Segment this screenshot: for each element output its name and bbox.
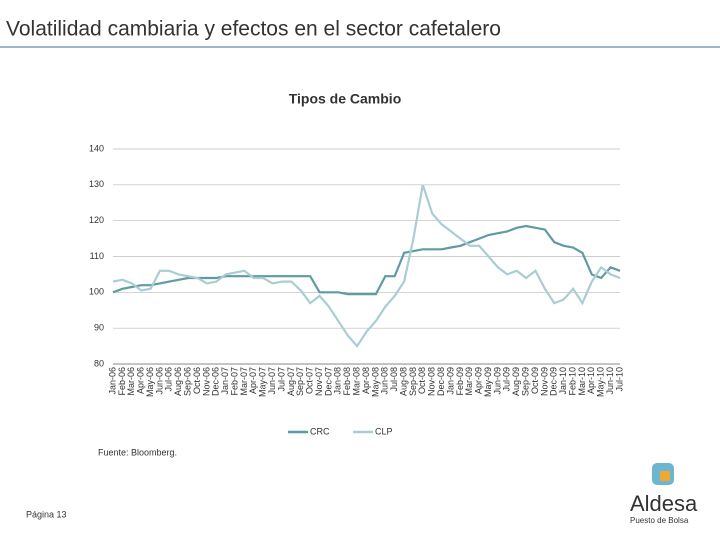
legend-label: CRC xyxy=(310,426,330,436)
slide-title: Volatilidad cambiaria y efectos en el se… xyxy=(6,18,501,41)
x-tick-label: Feb-10 xyxy=(567,367,577,396)
x-tick-label: Sep-08 xyxy=(408,367,418,396)
y-tick-label: 110 xyxy=(90,251,104,261)
series-line xyxy=(112,184,621,348)
y-tick-label: 90 xyxy=(94,323,104,333)
logo-name: Aldesa xyxy=(630,491,698,516)
x-tick-label: Jul-07 xyxy=(276,367,286,392)
x-tick-label: Jun-06 xyxy=(154,367,164,395)
x-tick-label: Nov-08 xyxy=(427,367,437,396)
x-tick-label: Jan-06 xyxy=(107,367,117,395)
x-tick-label: May-10 xyxy=(596,367,606,397)
x-tick-label: Jan-09 xyxy=(445,367,455,395)
x-tick-label: Jul-08 xyxy=(389,367,399,392)
x-tick-label: Mar-07 xyxy=(239,367,249,396)
x-tick-label: Oct-07 xyxy=(305,367,315,394)
logo: Aldesa Puesto de Bolsa xyxy=(630,463,698,525)
x-tick-label: May-09 xyxy=(483,367,493,397)
x-tick-label: Jun-09 xyxy=(492,367,502,395)
x-tick-label: Nov-07 xyxy=(314,367,324,396)
x-tick-label: Jul-06 xyxy=(164,367,174,392)
x-tick-label: Feb-08 xyxy=(342,367,352,396)
x-tick-label: Sep-07 xyxy=(295,367,305,396)
y-tick-label: 80 xyxy=(94,358,104,368)
x-tick-label: Jan-07 xyxy=(220,367,230,395)
x-tick-label: Aug-08 xyxy=(398,367,408,396)
x-tick-label: May-07 xyxy=(258,367,268,397)
logo-icon-dot xyxy=(660,471,670,481)
x-tick-label: Jul-10 xyxy=(614,367,624,392)
x-tick-label: Mar-10 xyxy=(577,367,587,396)
x-tick-label: May-08 xyxy=(370,367,380,397)
y-tick-label: 120 xyxy=(89,215,104,225)
x-tick-label: Apr-08 xyxy=(361,367,371,394)
x-tick-label: Oct-08 xyxy=(417,367,427,394)
x-tick-label: Feb-07 xyxy=(229,367,239,396)
x-tick-label: Jan-08 xyxy=(333,367,343,395)
series-line xyxy=(112,224,621,296)
x-tick-label: Aug-09 xyxy=(511,367,521,396)
x-tick-label: Dec-06 xyxy=(211,367,221,396)
x-tick-label: Mar-06 xyxy=(126,367,136,396)
x-tick-label: Dec-09 xyxy=(549,367,559,396)
x-tick-label: Aug-06 xyxy=(173,367,183,396)
y-tick-label: 140 xyxy=(89,143,104,153)
legend-label: CLP xyxy=(375,426,393,436)
x-tick-label: Jan-10 xyxy=(558,367,568,395)
x-tick-label: Feb-09 xyxy=(455,367,465,396)
x-tick-label: Jul-09 xyxy=(502,367,512,392)
y-tick-label: 130 xyxy=(89,179,104,189)
x-tick-label: Mar-09 xyxy=(464,367,474,396)
x-tick-label: Dec-07 xyxy=(323,367,333,396)
x-tick-label: Dec-08 xyxy=(436,367,446,396)
x-tick-label: Apr-06 xyxy=(136,367,146,394)
x-tick-label: Apr-10 xyxy=(586,367,596,394)
x-tick-label: Nov-09 xyxy=(539,367,549,396)
x-tick-label: Oct-06 xyxy=(192,367,202,394)
x-tick-label: Sep-06 xyxy=(182,367,192,396)
logo-tagline: Puesto de Bolsa xyxy=(630,516,689,525)
y-tick-label: 100 xyxy=(89,287,104,297)
page-number: Página 13 xyxy=(26,509,67,519)
x-tick-label: Jun-10 xyxy=(605,367,615,395)
x-tick-label: Sep-09 xyxy=(520,367,530,396)
x-tick-label: Aug-07 xyxy=(286,367,296,396)
source: Fuente: Bloomberg. xyxy=(98,447,177,457)
x-tick-label: Feb-06 xyxy=(117,367,127,396)
x-tick-label: Jun-08 xyxy=(380,367,390,395)
x-tick-label: Nov-06 xyxy=(201,367,211,396)
x-tick-label: Oct-09 xyxy=(530,367,540,394)
chart-title: Tipos de Cambio xyxy=(289,91,402,107)
title-rule xyxy=(0,46,720,48)
x-tick-label: Apr-07 xyxy=(248,367,258,394)
x-tick-label: May-06 xyxy=(145,367,155,397)
x-tick-label: Jun-07 xyxy=(267,367,277,395)
x-tick-label: Mar-08 xyxy=(351,367,361,396)
x-tick-label: Apr-09 xyxy=(474,367,484,394)
